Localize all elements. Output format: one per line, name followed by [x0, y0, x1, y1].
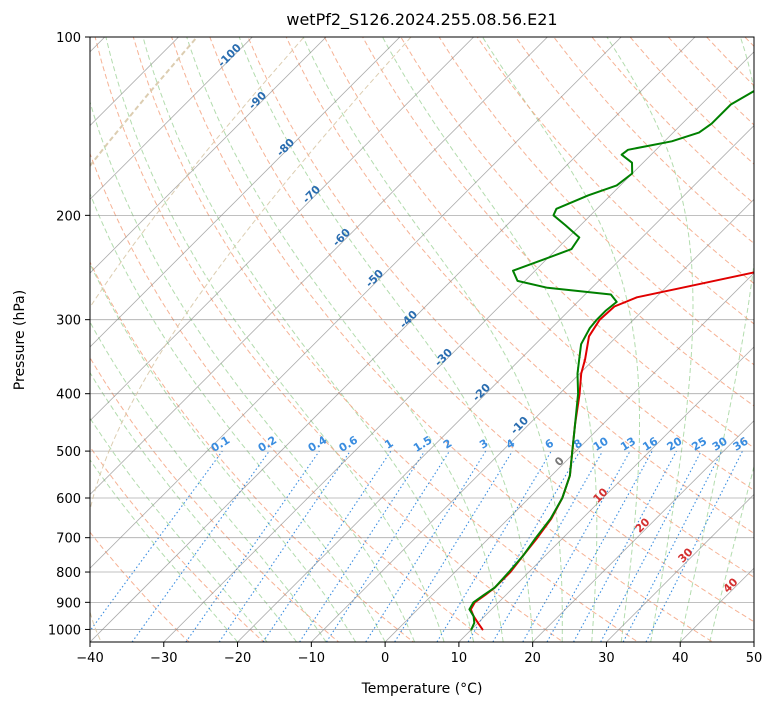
dry-adiabat-line — [90, 446, 265, 642]
moist-adiabat-line — [90, 459, 238, 642]
moist-adiabat-line — [482, 37, 640, 642]
isotherm-line — [90, 37, 253, 200]
y-tick-label: 700 — [56, 532, 81, 547]
x-tick-label: 40 — [672, 651, 689, 666]
moist-adiabat-line — [606, 37, 694, 642]
moist-adiabat-line — [90, 262, 357, 642]
dry-adiabat-line — [209, 37, 754, 623]
y-tick-label: 1000 — [48, 623, 81, 638]
x-axis-title: Temperature (°C) — [361, 681, 483, 697]
dry-adiabat-line — [362, 37, 754, 449]
dewpoint-profile-line — [468, 89, 754, 631]
moist-adiabat-line — [90, 100, 416, 642]
y-tick-label: 100 — [56, 31, 81, 46]
mixing-ratio-line — [492, 450, 604, 642]
y-tick-label: 200 — [56, 209, 81, 224]
x-tick-label: 50 — [746, 651, 763, 666]
moist-adiabat-line — [238, 37, 534, 642]
moist-adiabat-line — [186, 37, 504, 642]
y-axis-title: Pressure (hPa) — [12, 290, 28, 390]
y-tick-label: 800 — [56, 566, 81, 581]
x-tick-label: −20 — [224, 651, 251, 666]
x-tick-label: 20 — [524, 651, 541, 666]
profile-series — [468, 89, 754, 631]
curved-guide-line — [90, 37, 412, 642]
isotherm-line — [90, 37, 401, 348]
moist-adiabat-line — [90, 192, 386, 642]
y-tick-label: 500 — [56, 445, 81, 460]
isotherm-line — [90, 37, 327, 274]
x-tick-label: 10 — [451, 651, 468, 666]
isotherm-line — [236, 124, 754, 642]
isotherm-line — [458, 346, 754, 642]
x-axis-ticks: −40 −30 −20 −10 0 10 20 30 40 50 — [76, 642, 762, 666]
moist-adiabat-line — [302, 37, 563, 642]
mixing-ratio-line — [325, 450, 450, 642]
dry-adiabat-line — [90, 531, 190, 642]
isotherm-line — [90, 37, 549, 496]
isotherm-line — [310, 198, 754, 642]
isotherm-line — [605, 493, 754, 642]
x-tick-label: 30 — [598, 651, 615, 666]
isotherm-line — [163, 51, 754, 642]
y-tick-label: 600 — [56, 492, 81, 507]
mixing-ratio-line — [436, 450, 552, 642]
isotherm-line — [90, 37, 622, 569]
plot-area: 0.1 0.2 0.4 0.6 1 1.5 2 3 4 6 8 10 13 16 20 25 30 36-100-… — [90, 37, 754, 642]
moist-adiabat-line — [709, 464, 754, 642]
mixing-ratio-line — [365, 450, 487, 642]
isotherm-line — [532, 420, 754, 642]
mixing-ratio-line — [522, 450, 631, 642]
isotherms — [90, 37, 754, 642]
dry-adiabat-line — [132, 37, 639, 642]
y-tick-label: 300 — [56, 314, 81, 329]
isotherm-line — [90, 37, 696, 642]
isobars — [90, 37, 754, 630]
plot-frame — [89, 36, 755, 643]
dry-adiabat-line — [90, 260, 415, 642]
mixing-ratio-line — [218, 450, 351, 642]
mixing-ratio-line — [185, 450, 320, 642]
dry-adiabat-line — [171, 37, 714, 642]
dry-adiabat-line — [400, 37, 754, 407]
mixing-ratio-line — [573, 450, 677, 642]
y-axis-ticks: 100 200 300 400 500 600 700 800 900 1000 — [48, 31, 90, 638]
x-tick-label: 0 — [381, 651, 389, 666]
mixing-ratio-line — [394, 450, 513, 642]
moist-adiabat-line — [90, 417, 268, 642]
curved-guide-line — [90, 37, 305, 309]
chart-title: wetPf2_S126.2024.255.08.56.E21 — [286, 10, 557, 30]
isotherm-line — [384, 272, 754, 642]
dry-adiabat-line — [90, 356, 340, 642]
mixing-ratio-line — [467, 450, 581, 642]
curved-background-lines — [90, 37, 412, 642]
isotherm-line — [90, 37, 475, 422]
isotherm-line — [90, 37, 180, 127]
moist-adiabat-line — [382, 37, 598, 642]
y-tick-label: 400 — [56, 388, 81, 403]
x-tick-label: −30 — [150, 651, 177, 666]
x-tick-label: −40 — [76, 651, 103, 666]
x-tick-label: −10 — [298, 651, 325, 666]
dry-adiabat-line — [94, 37, 564, 642]
y-tick-label: 900 — [56, 596, 81, 611]
dry-adiabat-line — [514, 37, 754, 285]
